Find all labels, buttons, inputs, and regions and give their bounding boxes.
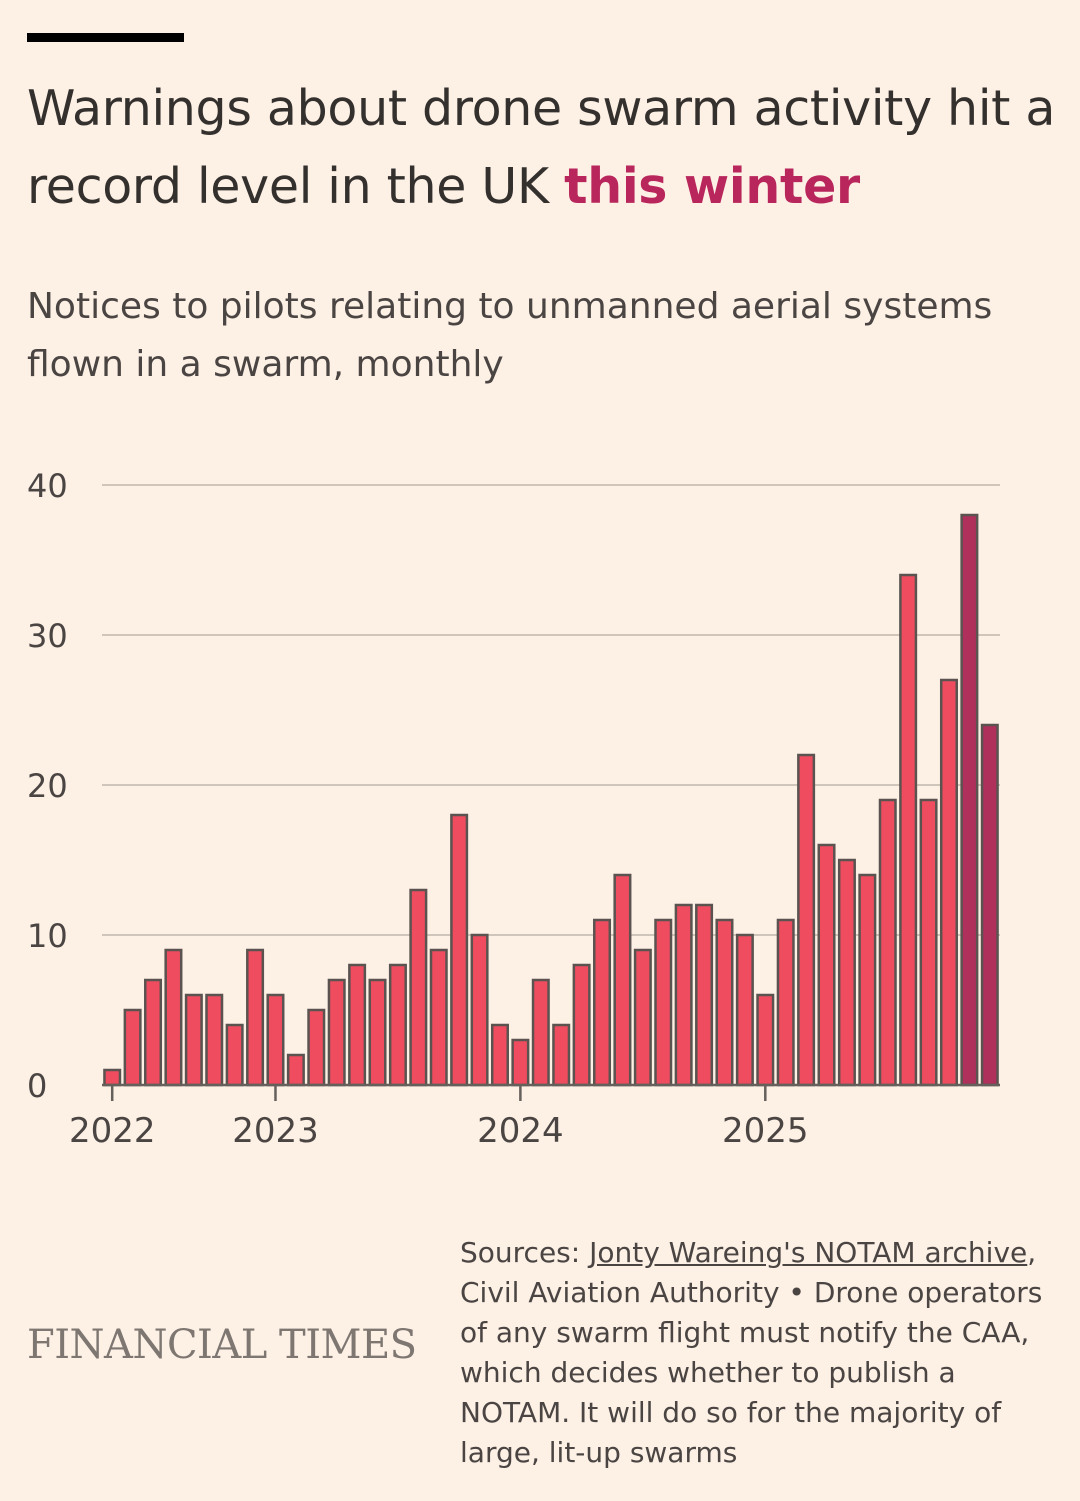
bar: [246, 948, 265, 1087]
x-tick-label: 2025: [722, 1111, 809, 1151]
bar: [470, 933, 489, 1087]
bar: [103, 1068, 122, 1087]
headline: Warnings about drone swarm activity hit …: [27, 70, 1067, 226]
bar: [205, 993, 224, 1087]
bar: [511, 1038, 530, 1087]
y-tick-label: 0: [27, 1067, 47, 1105]
bar: [695, 903, 714, 1087]
bar: [837, 858, 856, 1087]
bar: [388, 963, 407, 1087]
chart-subtitle: Notices to pilots relating to unmanned a…: [27, 286, 993, 385]
headline-highlight: this winter: [564, 158, 860, 215]
bar: [572, 963, 591, 1087]
bar: [490, 1023, 509, 1087]
x-tick-label: 2023: [232, 1111, 319, 1151]
bar: [429, 948, 448, 1087]
bar-chart: 0 10 20 30 40 2022 2023 2024 2025: [27, 467, 1000, 1151]
bar: [715, 918, 734, 1087]
x-tick-label: 2022: [69, 1111, 156, 1151]
bar: [123, 1008, 142, 1087]
bar: [184, 993, 203, 1087]
y-tick-label: 10: [27, 917, 68, 955]
bar: [531, 978, 550, 1087]
headline-text: Warnings about drone swarm activity hit …: [27, 80, 1056, 215]
bar: [817, 843, 836, 1087]
bar: [307, 1008, 326, 1087]
bar: [899, 573, 918, 1087]
y-tick-label: 30: [27, 617, 68, 655]
bar: [613, 873, 632, 1087]
bar: [756, 993, 775, 1087]
bar: [797, 753, 816, 1087]
bar-highlight: [960, 513, 979, 1087]
ft-logo: FINANCIAL TIMES: [27, 1322, 417, 1368]
bar: [164, 948, 183, 1087]
source-note: Sources: Jonty Wareing's NOTAM archive, …: [460, 1233, 1060, 1473]
bar: [327, 978, 346, 1087]
bar: [593, 918, 612, 1087]
bar: [368, 978, 387, 1087]
bar: [633, 948, 652, 1087]
bar: [552, 1023, 571, 1087]
bar: [450, 813, 469, 1087]
source-rest: , Civil Aviation Authority • Drone opera…: [460, 1236, 1043, 1469]
x-tick-label: 2024: [477, 1111, 564, 1151]
bar-highlight: [980, 723, 999, 1087]
source-prefix: Sources:: [460, 1236, 590, 1269]
bar: [919, 798, 938, 1087]
bar: [225, 1023, 244, 1087]
bar: [409, 888, 428, 1087]
bar: [144, 978, 163, 1087]
bar: [348, 963, 367, 1087]
bar: [858, 873, 877, 1087]
bar: [878, 798, 897, 1087]
bar: [674, 903, 693, 1087]
header-rule: [27, 33, 184, 42]
bar: [939, 678, 958, 1087]
source-link[interactable]: Jonty Wareing's NOTAM archive: [589, 1236, 1028, 1269]
bar: [654, 918, 673, 1087]
bar: [776, 918, 795, 1087]
y-tick-label: 20: [27, 767, 68, 805]
y-tick-label: 40: [27, 467, 68, 505]
bar: [286, 1053, 305, 1087]
bar: [266, 993, 285, 1087]
bar: [735, 933, 754, 1087]
